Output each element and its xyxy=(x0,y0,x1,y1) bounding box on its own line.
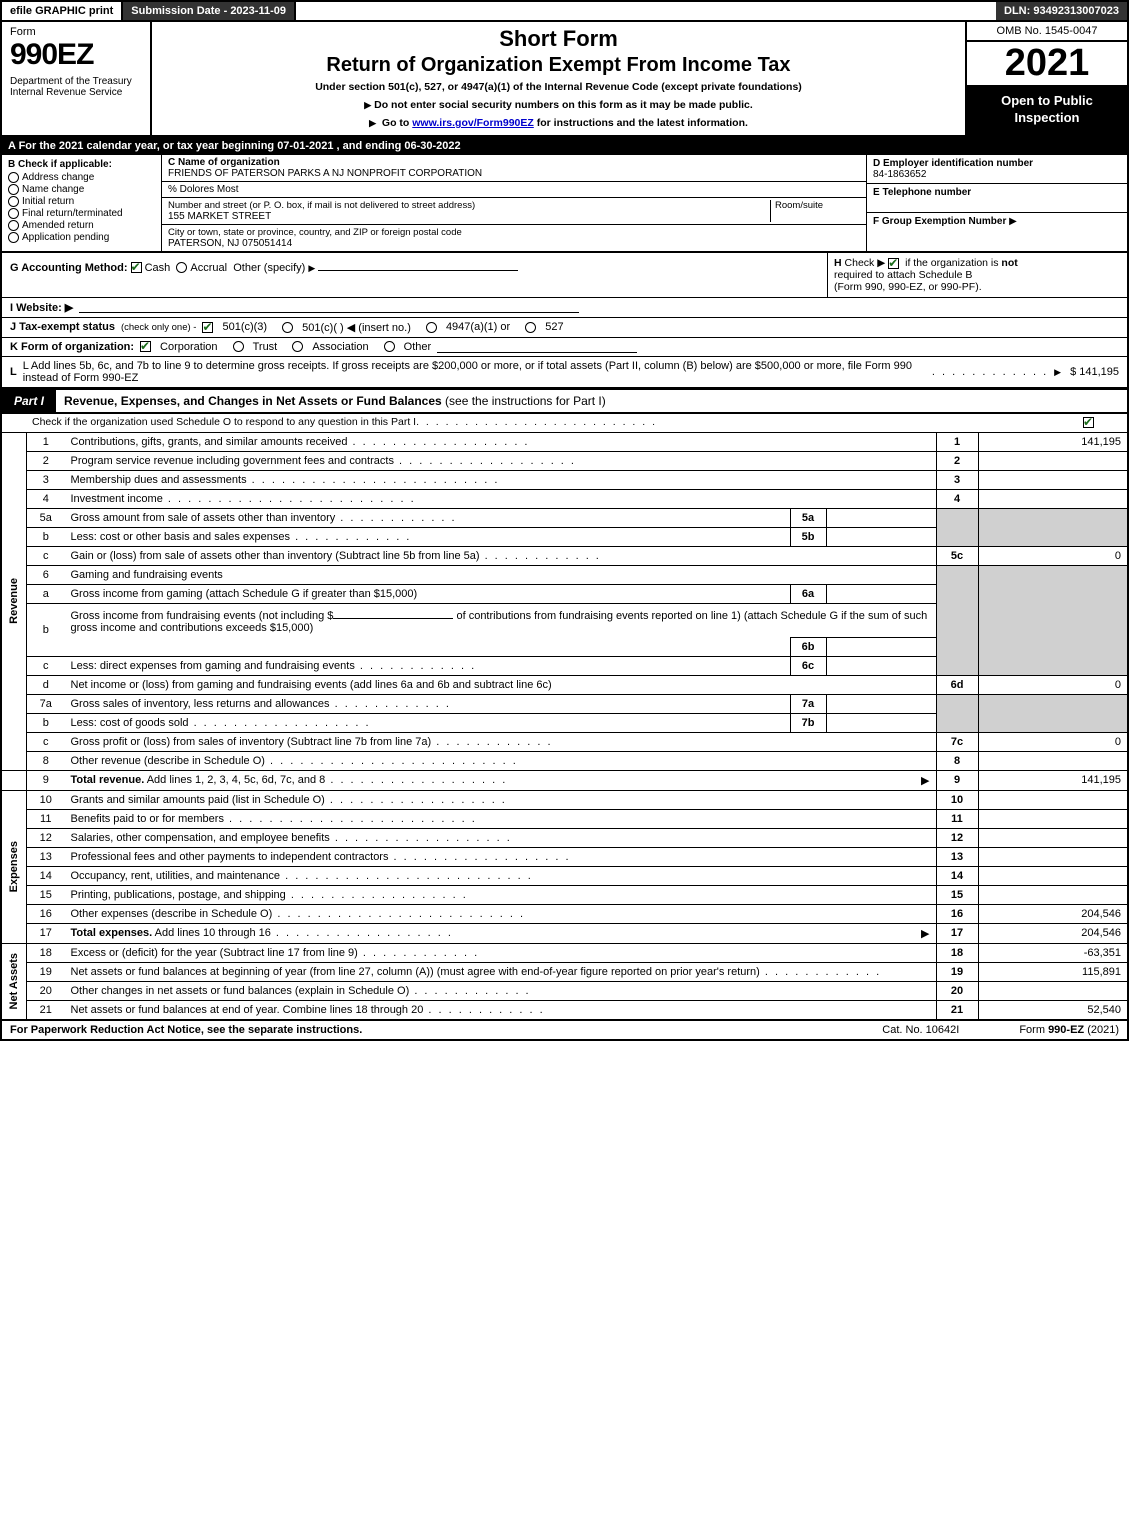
line-1-value: 141,195 xyxy=(978,432,1128,451)
form-ref: Form 990-EZ (2021) xyxy=(1019,1024,1119,1036)
chk-association[interactable] xyxy=(292,341,303,352)
chk-corporation[interactable] xyxy=(140,341,151,352)
label-phone: E Telephone number xyxy=(873,187,971,198)
omb-number: OMB No. 1545-0047 xyxy=(967,22,1127,42)
cat-no: Cat. No. 10642I xyxy=(882,1024,959,1036)
form-number: 990EZ xyxy=(10,38,142,72)
header-left: Form 990EZ Department of the Treasury In… xyxy=(2,22,152,135)
line-1-num: 1 xyxy=(27,432,65,451)
chk-name-change[interactable]: Name change xyxy=(8,184,155,195)
6b-amount-field[interactable] xyxy=(333,607,453,619)
chk-amended-return[interactable]: Amended return xyxy=(8,220,155,231)
line-1-rnum: 1 xyxy=(936,432,978,451)
part1-table: Revenue 1 Contributions, gifts, grants, … xyxy=(0,432,1129,1020)
form-header: Form 990EZ Department of the Treasury In… xyxy=(0,22,1129,137)
main-title: Return of Organization Exempt From Incom… xyxy=(162,54,955,77)
label-city: City or town, state or province, country… xyxy=(168,227,462,238)
part1-header: Part I Revenue, Expenses, and Changes in… xyxy=(0,389,1129,414)
short-form-title: Short Form xyxy=(162,26,955,52)
top-bar: efile GRAPHIC print Submission Date - 20… xyxy=(0,0,1129,22)
section-def: D Employer identification number 84-1863… xyxy=(867,155,1127,251)
chk-4947[interactable] xyxy=(426,322,437,333)
ssn-note: Do not enter social security numbers on … xyxy=(162,99,955,111)
part1-title: Revenue, Expenses, and Changes in Net As… xyxy=(56,391,1127,411)
row-l-text: L Add lines 5b, 6c, and 7b to line 9 to … xyxy=(23,360,926,384)
header-right: OMB No. 1545-0047 2021 Open to Public In… xyxy=(967,22,1127,135)
section-bcdef: B Check if applicable: Address change Na… xyxy=(0,155,1129,253)
row-g: G Accounting Method: Cash Accrual Other … xyxy=(2,253,827,297)
part1-tab: Part I xyxy=(2,390,56,412)
other-org-field[interactable] xyxy=(437,341,637,353)
other-specify-field[interactable] xyxy=(318,259,518,271)
city-state-zip: PATERSON, NJ 075051414 xyxy=(168,238,292,249)
chk-527[interactable] xyxy=(525,322,536,333)
label-org-name: C Name of organization xyxy=(168,157,280,168)
row-i: I Website: ▶ xyxy=(0,298,1129,318)
chk-trust[interactable] xyxy=(233,341,244,352)
row-j: J Tax-exempt status (check only one) - 5… xyxy=(0,318,1129,338)
section-c: C Name of organization FRIENDS OF PATERS… xyxy=(162,155,867,251)
row-k: K Form of organization: Corporation Trus… xyxy=(0,338,1129,357)
part1-check-note: Check if the organization used Schedule … xyxy=(0,414,1129,432)
vlabel-netassets: Net Assets xyxy=(1,943,27,1019)
label-accounting: G Accounting Method: xyxy=(10,262,128,274)
vlabel-revenue: Revenue xyxy=(1,432,27,770)
subtitle: Under section 501(c), 527, or 4947(a)(1)… xyxy=(162,81,955,93)
chk-address-change[interactable]: Address change xyxy=(8,172,155,183)
chk-schedule-b[interactable] xyxy=(888,258,899,269)
row-l: L L Add lines 5b, 6c, and 7b to line 9 t… xyxy=(0,357,1129,389)
chk-accrual[interactable] xyxy=(176,262,187,273)
paperwork-notice: For Paperwork Reduction Act Notice, see … xyxy=(10,1024,362,1036)
label-group-exemption: F Group Exemption Number xyxy=(873,216,1006,227)
label-tax-exempt: J Tax-exempt status xyxy=(10,321,115,333)
chk-501c3[interactable] xyxy=(202,322,213,333)
irs-link[interactable]: www.irs.gov/Form990EZ xyxy=(412,117,534,129)
website-field[interactable] xyxy=(79,301,579,313)
efile-label: efile GRAPHIC print xyxy=(2,2,123,20)
submission-date: Submission Date - 2023-11-09 xyxy=(123,2,296,20)
chk-final-return[interactable]: Final return/terminated xyxy=(8,208,155,219)
header-center: Short Form Return of Organization Exempt… xyxy=(152,22,967,135)
vlabel-expenses: Expenses xyxy=(1,790,27,943)
section-b-header: B Check if applicable: xyxy=(8,159,155,170)
ein-value: 84-1863652 xyxy=(873,169,926,180)
chk-other-org[interactable] xyxy=(384,341,395,352)
label-room: Room/suite xyxy=(775,200,823,211)
row-h: H Check ▶ if the organization is not req… xyxy=(827,253,1127,297)
form-word: Form xyxy=(10,26,142,38)
row-l-value: $ 141,195 xyxy=(1070,366,1119,378)
row-a-tax-year: A For the 2021 calendar year, or tax yea… xyxy=(0,137,1129,155)
label-ein: D Employer identification number xyxy=(873,158,1033,169)
chk-cash[interactable] xyxy=(131,262,142,273)
goto-pre: Go to xyxy=(382,117,412,129)
arrow-icon: ▶ xyxy=(1009,216,1017,227)
chk-initial-return[interactable]: Initial return xyxy=(8,196,155,207)
goto-note: Go to www.irs.gov/Form990EZ for instruct… xyxy=(162,117,955,129)
chk-application-pending[interactable]: Application pending xyxy=(8,232,155,243)
label-street: Number and street (or P. O. box, if mail… xyxy=(168,200,475,211)
department-label: Department of the Treasury Internal Reve… xyxy=(10,76,142,98)
page-footer: For Paperwork Reduction Act Notice, see … xyxy=(0,1020,1129,1041)
org-name: FRIENDS OF PATERSON PARKS A NJ NONPROFIT… xyxy=(168,168,482,179)
tax-year: 2021 xyxy=(967,42,1127,85)
open-inspection: Open to Public Inspection xyxy=(967,85,1127,135)
street-address: 155 MARKET STREET xyxy=(168,211,271,222)
chk-schedule-o[interactable] xyxy=(1083,417,1094,428)
dln-label: DLN: 93492313007023 xyxy=(996,2,1127,20)
label-form-org: K Form of organization: xyxy=(10,341,134,353)
section-b: B Check if applicable: Address change Na… xyxy=(2,155,162,251)
line-1-text: Contributions, gifts, grants, and simila… xyxy=(65,432,937,451)
label-website: I Website: ▶ xyxy=(10,301,73,314)
chk-501c[interactable] xyxy=(282,322,293,333)
care-of: % Dolores Most xyxy=(162,182,866,198)
goto-post: for instructions and the latest informat… xyxy=(537,117,748,129)
